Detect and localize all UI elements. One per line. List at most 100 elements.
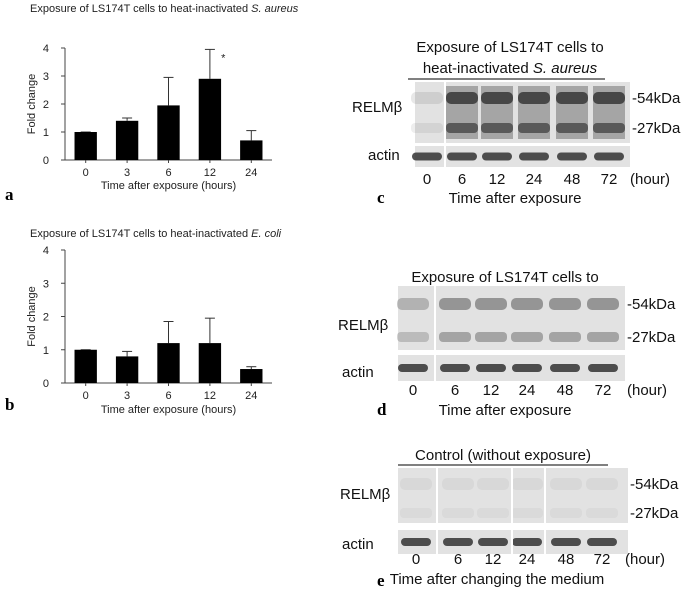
row-label: actin xyxy=(368,147,400,164)
band-27 xyxy=(475,332,507,342)
y-tick-label: 3 xyxy=(43,71,49,83)
band-27 xyxy=(587,332,619,342)
lane-unit: (hour) xyxy=(625,551,665,568)
x-tick-label: 3 xyxy=(124,167,130,179)
title-italic: E. coli xyxy=(251,228,282,240)
actin-band xyxy=(588,364,618,372)
band-54 xyxy=(593,92,625,104)
size-marker: -27kDa xyxy=(630,505,679,522)
band-54 xyxy=(439,298,471,310)
band-54 xyxy=(442,478,474,490)
actin-band xyxy=(557,152,587,161)
x-axis-label: Time after exposure (hours) xyxy=(101,404,236,416)
actin-band xyxy=(550,364,580,372)
actin-band xyxy=(401,538,431,546)
lane-label: 72 xyxy=(601,171,618,188)
blot-x-label: Time after exposure xyxy=(439,402,572,419)
actin-band xyxy=(519,152,549,161)
lane-label: 24 xyxy=(526,171,543,188)
actin-band xyxy=(440,364,470,372)
band-54 xyxy=(550,478,582,490)
band-27 xyxy=(439,332,471,342)
band-27 xyxy=(586,508,618,518)
smear xyxy=(593,86,625,139)
band-54 xyxy=(481,92,513,104)
band-27 xyxy=(511,508,543,518)
lane-label: 48 xyxy=(558,551,575,568)
actin-band xyxy=(447,152,477,161)
band-54 xyxy=(477,478,509,490)
chart-title: Exposure of LS174T cells to heat-inactiv… xyxy=(30,228,282,240)
lane-label: 48 xyxy=(564,171,581,188)
actin-band xyxy=(512,538,542,546)
band-54 xyxy=(587,298,619,310)
lane-label: 0 xyxy=(423,171,431,188)
lane-label: 72 xyxy=(595,382,612,399)
size-marker: -54kDa xyxy=(630,476,679,493)
lane-label: 72 xyxy=(594,551,611,568)
bar xyxy=(240,369,263,383)
band-54 xyxy=(549,298,581,310)
band-27 xyxy=(556,123,588,133)
y-tick-label: 2 xyxy=(43,99,49,111)
y-tick-label: 2 xyxy=(43,312,49,324)
title-text: Exposure of LS174T cells to heat-inactiv… xyxy=(30,228,251,240)
band-27 xyxy=(549,332,581,342)
bar xyxy=(74,132,97,160)
band-27 xyxy=(442,508,474,518)
row-label: actin xyxy=(342,364,374,381)
actin-band xyxy=(587,538,617,546)
row-label: RELMβ xyxy=(340,486,391,503)
title-italic: S. aureus xyxy=(251,3,299,15)
row-label: actin xyxy=(342,536,374,553)
size-marker: -27kDa xyxy=(632,120,681,137)
y-axis-label: Fold change xyxy=(26,286,38,347)
x-tick-label: 24 xyxy=(245,390,257,402)
x-axis-label: Time after exposure (hours) xyxy=(101,180,236,192)
size-marker: -54kDa xyxy=(632,90,681,107)
x-tick-label: 24 xyxy=(245,167,257,179)
band-27 xyxy=(477,508,509,518)
band-54 xyxy=(511,298,543,310)
band-54 xyxy=(411,92,443,104)
y-tick-label: 1 xyxy=(43,345,49,357)
smear xyxy=(518,86,550,139)
band-54 xyxy=(518,92,550,104)
band-27 xyxy=(397,332,429,342)
actin-band xyxy=(443,538,473,546)
band-27 xyxy=(550,508,582,518)
actin-band xyxy=(478,538,508,546)
lane-label: 12 xyxy=(485,551,502,568)
lane-label: 0 xyxy=(409,382,417,399)
actin-band xyxy=(551,538,581,546)
band-27 xyxy=(511,332,543,342)
y-tick-label: 1 xyxy=(43,127,49,139)
blot-title: heat-inactivated S. aureus xyxy=(423,60,598,77)
bar xyxy=(198,78,222,160)
size-marker: -27kDa xyxy=(627,329,676,346)
blot-title: Exposure of LS174T cells to xyxy=(411,269,598,286)
bar xyxy=(157,343,180,383)
lane-unit: (hour) xyxy=(630,171,670,188)
x-tick-label: 3 xyxy=(124,390,130,402)
band-54 xyxy=(556,92,588,104)
bar xyxy=(115,120,139,160)
actin-band xyxy=(512,364,542,372)
x-tick-label: 0 xyxy=(83,167,89,179)
panel-label: a xyxy=(5,185,14,204)
actin-band xyxy=(476,364,506,372)
actin-band xyxy=(398,364,428,372)
actin-band xyxy=(594,152,624,161)
x-tick-label: 6 xyxy=(165,167,171,179)
row-label: RELMβ xyxy=(338,317,389,334)
y-tick-label: 0 xyxy=(43,155,49,167)
bar xyxy=(74,349,97,383)
blot-x-label: Time after exposure xyxy=(449,190,582,207)
band-27 xyxy=(411,123,443,133)
lane-label: 6 xyxy=(451,382,459,399)
smear xyxy=(481,86,513,139)
band-27 xyxy=(446,123,478,133)
row-label: RELMβ xyxy=(352,99,403,116)
lane-label: 6 xyxy=(458,171,466,188)
y-tick-label: 3 xyxy=(43,278,49,290)
